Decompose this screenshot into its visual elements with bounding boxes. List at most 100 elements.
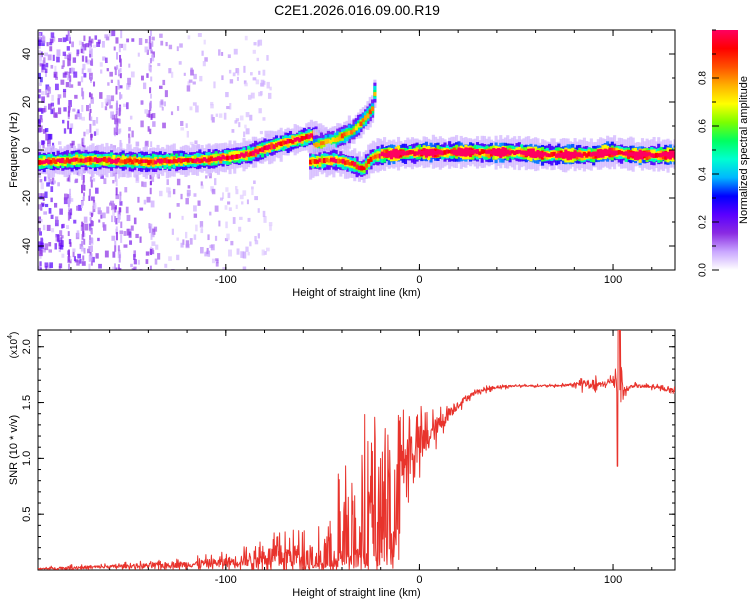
noise-cell — [151, 41, 154, 47]
noise-cell — [70, 198, 74, 202]
noise-cell — [90, 212, 93, 218]
ridge-cell — [254, 149, 258, 154]
ridge-cell — [482, 149, 487, 154]
noise-cell — [77, 204, 82, 211]
noise-cell — [95, 253, 99, 259]
ridge-cell — [126, 158, 130, 164]
ridge-cell — [295, 137, 300, 141]
ridge-cell — [247, 152, 251, 158]
noise-cell — [53, 180, 56, 184]
noise-cell — [245, 128, 250, 135]
noise-cell — [48, 242, 52, 247]
ridge-cell — [100, 157, 104, 162]
noise-cell — [43, 211, 48, 215]
noise-cell — [190, 69, 194, 76]
y-tick-label: -40 — [21, 238, 33, 254]
noise-cell — [58, 242, 62, 250]
noise-cell — [89, 235, 92, 241]
noise-cell — [76, 53, 79, 57]
noise-cell — [183, 72, 186, 76]
noise-cell — [38, 227, 41, 232]
ridge-cell — [578, 152, 582, 158]
noise-cell — [124, 187, 128, 193]
noise-cell — [126, 228, 130, 236]
ridge-cell — [538, 151, 542, 157]
ridge-cell — [640, 151, 645, 157]
noise-cell — [91, 256, 95, 263]
noise-cell — [104, 34, 109, 39]
noise-cell — [67, 120, 70, 130]
ridge-cell — [233, 154, 237, 159]
noise-cell — [89, 45, 92, 54]
noise-cell — [67, 58, 70, 67]
ridge-cell — [374, 154, 378, 159]
noise-cell — [205, 175, 208, 179]
noise-cell — [231, 129, 235, 133]
ridge-cell — [82, 158, 86, 164]
noise-cell — [185, 240, 190, 247]
noise-cell — [72, 57, 77, 63]
ridge-cell — [68, 159, 72, 164]
noise-cell — [38, 72, 41, 79]
ridge-cell — [441, 150, 445, 156]
ridge-cell — [350, 160, 355, 166]
ridge-cell — [408, 150, 412, 155]
ridge-cell — [112, 159, 116, 164]
noise-cell — [128, 133, 131, 138]
noise-cell — [252, 77, 257, 81]
noise-cell — [128, 127, 131, 132]
ridge-cell — [396, 150, 401, 156]
noise-cell — [133, 250, 137, 258]
noise-cell — [150, 141, 153, 148]
ridge-cell — [142, 159, 146, 163]
ridge-cell — [452, 150, 456, 155]
ridge-cell — [209, 156, 214, 162]
noise-cell — [102, 212, 106, 219]
noise-cell — [81, 116, 85, 121]
ridge-cell — [492, 149, 496, 155]
noise-cell — [178, 61, 182, 65]
noise-cell — [67, 174, 70, 182]
ridge-cell — [86, 157, 90, 163]
noise-cell — [210, 244, 215, 251]
noise-cell — [80, 48, 83, 54]
ridge-cell — [202, 157, 207, 162]
noise-cell — [50, 32, 55, 38]
noise-cell — [135, 141, 140, 147]
noise-cell — [176, 237, 179, 241]
noise-cell — [85, 43, 89, 48]
noise-cell — [144, 38, 148, 44]
noise-cell — [67, 231, 70, 237]
noise-cell — [149, 30, 152, 36]
noise-cell — [243, 131, 246, 138]
ridge-cell — [61, 157, 65, 164]
noise-cell — [40, 237, 43, 244]
noise-cell — [243, 80, 247, 85]
noise-cell — [81, 261, 86, 266]
noise-cell — [117, 81, 120, 90]
y-scale-base: (x10 — [9, 338, 20, 358]
noise-cell — [83, 216, 88, 223]
noise-cell — [242, 266, 247, 270]
ridge-cell — [317, 142, 321, 147]
noise-cell — [38, 241, 42, 248]
colorbar-tick-label: 0.0 — [698, 263, 709, 277]
colorbar-tick-label: 0.4 — [698, 167, 709, 181]
noise-cell — [135, 177, 140, 183]
ridge-cell — [268, 144, 272, 150]
ridge-cell — [334, 158, 338, 164]
noise-cell — [110, 200, 115, 204]
noise-cell — [45, 89, 48, 95]
noise-cell — [71, 41, 74, 48]
ridge-cell — [613, 150, 617, 156]
ridge-cell — [387, 152, 391, 157]
noise-cell — [229, 102, 232, 110]
noise-cell — [114, 216, 117, 223]
noise-cell — [69, 54, 72, 61]
noise-cell — [57, 98, 60, 105]
noise-cell — [185, 243, 190, 249]
y-tick-label: 1.5 — [21, 395, 33, 410]
ridge-cell — [499, 151, 503, 156]
noise-cell — [115, 187, 118, 196]
noise-cell — [222, 267, 226, 270]
